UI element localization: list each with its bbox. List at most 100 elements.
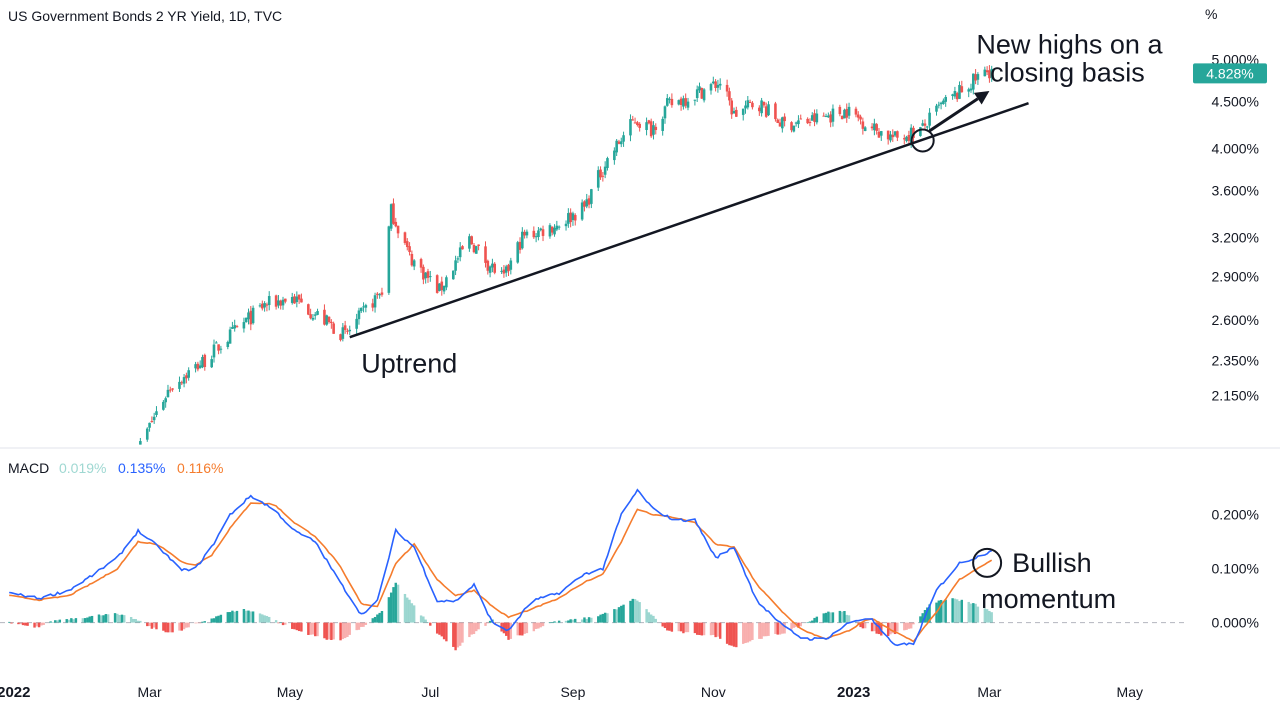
price-axis-tick: 4.500% [1212, 93, 1259, 109]
candle-up [606, 158, 609, 168]
candle-up [325, 315, 329, 325]
candle-up [693, 99, 697, 101]
candle-down [813, 113, 816, 122]
histogram-bar-positive [827, 611, 830, 623]
histogram-bar-negative [169, 622, 172, 633]
annotation-bullish-line2: momentum [981, 584, 1116, 614]
annotation-circle-new-highs [910, 128, 935, 153]
candle-down [859, 116, 862, 120]
histogram-bar-positive [265, 615, 269, 623]
histogram-bar-negative [162, 622, 165, 631]
candle-up [746, 100, 750, 108]
histogram-bar-positive [974, 603, 977, 623]
candle-up [792, 125, 796, 132]
candle-down [730, 100, 734, 115]
histogram-bar-negative [760, 622, 763, 639]
histogram-bar-positive [116, 613, 119, 623]
histogram-bar-negative [295, 622, 299, 631]
candle-down [649, 121, 653, 137]
candle-down [461, 246, 464, 250]
histogram-bar-negative [166, 622, 170, 633]
histogram-bar-negative [196, 622, 200, 624]
histogram-bar-negative [187, 622, 190, 628]
candle-up [341, 327, 345, 339]
histogram-bar-positive [937, 600, 940, 623]
time-axis-label: Sep [560, 684, 585, 700]
candle-up [412, 260, 416, 267]
candle-up [244, 317, 248, 323]
histogram-bar-negative [698, 622, 701, 636]
candle-down [762, 101, 766, 106]
candle-down [300, 298, 303, 303]
histogram-bar-negative [146, 622, 149, 627]
time-axis[interactable]: 2022 Mar May Jul Sep Nov 2023 Mar May [0, 684, 1143, 701]
histogram-bar-positive [557, 620, 561, 623]
uptrend-line [349, 102, 1029, 339]
candle-down [764, 106, 768, 117]
candle-up [548, 225, 552, 237]
histogram-bar-negative [907, 622, 911, 629]
candle-up [348, 329, 352, 332]
price-axis[interactable]: 5.000%4.500%4.000%3.600%3.200%2.900%2.60… [1212, 51, 1259, 403]
macd-axis[interactable]: 0.200% 0.100% 0.000% [1212, 507, 1259, 631]
candle-up [509, 260, 513, 270]
candle-down [601, 175, 605, 177]
histogram-bar-negative [293, 622, 296, 630]
candle-down [748, 101, 752, 103]
histogram-bar-negative [26, 622, 29, 626]
histogram-bar-positive [97, 614, 101, 623]
candle-up [863, 127, 867, 131]
histogram-bar-negative [762, 622, 766, 637]
histogram-bar-positive [953, 598, 957, 623]
candle-up [226, 341, 230, 348]
histogram-bar-negative [19, 622, 22, 625]
histogram-bar-positive [958, 601, 961, 623]
candle-up [665, 98, 669, 106]
candle-down [502, 269, 506, 274]
last-price-badge [1193, 63, 1267, 84]
candle-up [652, 125, 655, 135]
histogram-bar-positive [72, 619, 75, 623]
histogram-bar-negative [461, 622, 464, 643]
macd-legend[interactable]: MACD 0.019% 0.135% 0.116% [8, 460, 223, 476]
candle-down [419, 259, 423, 268]
macd-pane[interactable] [0, 488, 1185, 651]
candle-down [168, 389, 172, 391]
candle-up [939, 102, 943, 105]
histogram-bar-negative [323, 622, 326, 639]
histogram-bar-positive [590, 617, 593, 623]
histogram-bar-positive [67, 619, 71, 623]
histogram-bar-positive [972, 603, 975, 623]
histogram-bar-positive [969, 603, 973, 623]
histogram-bar-positive [847, 615, 851, 623]
histogram-bar-positive [813, 617, 816, 623]
histogram-bar-negative [666, 622, 669, 631]
histogram-bar-negative [677, 622, 680, 632]
candle-down [875, 124, 878, 131]
candle-up [847, 106, 851, 116]
histogram-bar-negative [198, 622, 202, 624]
candle-down [376, 293, 379, 295]
candle-up [677, 100, 681, 105]
candle-up [571, 213, 575, 221]
candle-down [751, 102, 754, 108]
histogram-bar-positive [620, 605, 623, 623]
price-pane[interactable] [139, 65, 1029, 445]
price-unit-label: % [1205, 6, 1217, 22]
histogram-bar-negative [751, 622, 754, 640]
candle-down [735, 109, 738, 117]
candle-up [194, 364, 197, 369]
candle-up [389, 204, 393, 229]
histogram-bar-positive [615, 609, 618, 623]
histogram-bar-positive [274, 620, 278, 623]
candle-down [896, 131, 899, 138]
candle-down [394, 221, 398, 227]
annotation-arrowhead [973, 90, 990, 105]
histogram-bar-positive [580, 619, 584, 623]
histogram-bar-positive [645, 609, 648, 623]
candle-up [958, 84, 961, 99]
histogram-bar-positive [226, 612, 229, 623]
candle-down [403, 232, 407, 244]
histogram-bar-negative [348, 622, 351, 635]
histogram-bar-positive [258, 613, 262, 623]
